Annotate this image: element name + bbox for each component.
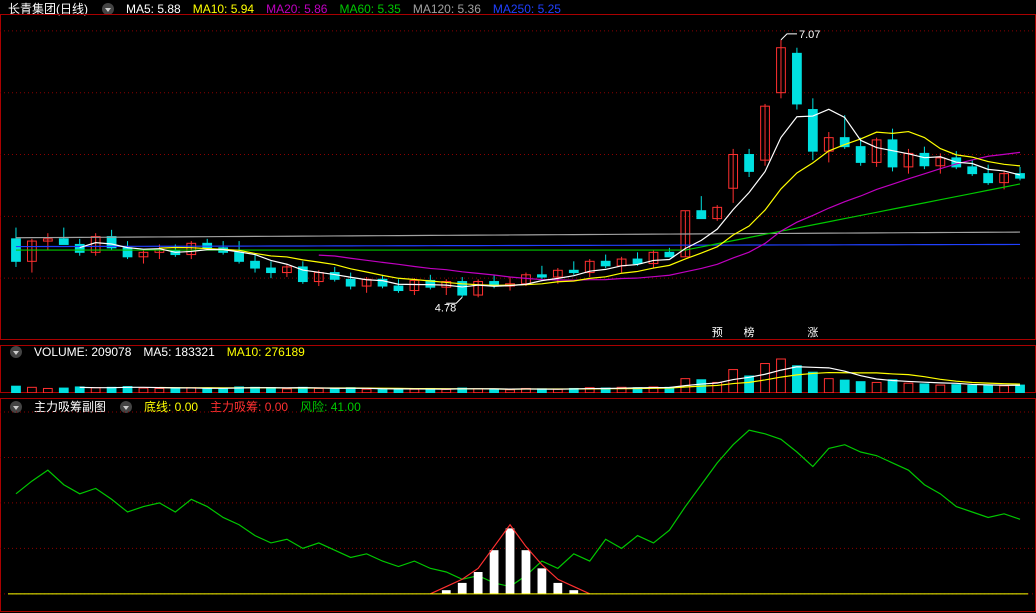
candle-body[interactable]: [235, 252, 244, 261]
candle-body[interactable]: [59, 239, 68, 245]
high-label: 7.07: [799, 29, 820, 41]
ma5-line: [80, 109, 1020, 287]
volume-bar[interactable]: [59, 388, 68, 393]
candle-body[interactable]: [633, 259, 642, 263]
volume-bar[interactable]: [378, 390, 387, 393]
volume-bar[interactable]: [219, 388, 228, 393]
candle-body[interactable]: [346, 279, 355, 286]
volume-bar[interactable]: [490, 390, 499, 393]
volume-bar[interactable]: [952, 385, 961, 393]
volume-bar[interactable]: [968, 385, 977, 393]
volume-bar[interactable]: [824, 379, 833, 393]
volume-bar[interactable]: [713, 382, 722, 393]
volume-bar[interactable]: [506, 390, 515, 393]
candle-body[interactable]: [793, 53, 802, 104]
volume-bar[interactable]: [12, 386, 21, 393]
indicator-bar: [490, 550, 499, 594]
tag-1: 榜: [744, 325, 755, 339]
volume-bar[interactable]: [840, 380, 849, 393]
candle-body[interactable]: [251, 261, 260, 268]
price-chart[interactable]: 7.07 4.78 预 榜 涨: [0, 14, 1036, 340]
indicator-bar: [474, 572, 483, 594]
volume-bar[interactable]: [856, 382, 865, 393]
candle-body[interactable]: [968, 167, 977, 174]
volume-bar[interactable]: [904, 383, 913, 393]
indicator-bar: [553, 583, 562, 594]
volume-bar[interactable]: [1016, 385, 1025, 393]
low-label: 4.78: [435, 302, 456, 314]
ma20-line: [319, 152, 1020, 280]
volume-bar[interactable]: [394, 389, 403, 393]
volume-bar[interactable]: [936, 385, 945, 393]
volume-bar[interactable]: [330, 389, 339, 393]
risk-line: [16, 430, 1020, 586]
volume-bar[interactable]: [920, 384, 929, 393]
chevron-down-icon[interactable]: [102, 3, 114, 15]
candle-body[interactable]: [394, 286, 403, 290]
candle-body[interactable]: [888, 140, 897, 167]
indicator-bar: [569, 590, 578, 594]
indicator-bar: [522, 550, 531, 594]
candle-body[interactable]: [267, 268, 276, 272]
candle-body[interactable]: [601, 261, 610, 265]
ma250-line: [16, 244, 1020, 246]
volume-bar[interactable]: [745, 376, 754, 393]
volume-bar[interactable]: [793, 366, 802, 393]
candle-body[interactable]: [75, 244, 84, 252]
indicator-bar: [538, 568, 547, 593]
volume-bar[interactable]: [888, 380, 897, 393]
candle-body[interactable]: [538, 275, 547, 277]
volume-bar[interactable]: [777, 359, 786, 393]
candle-body[interactable]: [123, 248, 132, 257]
volume-chart[interactable]: [0, 345, 1036, 393]
volume-bar[interactable]: [267, 388, 276, 393]
candle-body[interactable]: [697, 211, 706, 219]
indicator-bar: [458, 583, 467, 594]
volume-bar[interactable]: [1000, 386, 1009, 393]
ma120-line: [16, 232, 1020, 238]
candle-body[interactable]: [984, 174, 993, 183]
candle-body[interactable]: [665, 252, 674, 256]
tag-2: 涨: [807, 326, 818, 339]
ma60-line: [16, 184, 1020, 250]
candle-body[interactable]: [745, 155, 754, 172]
candle-body[interactable]: [856, 147, 865, 163]
candle-body[interactable]: [920, 153, 929, 165]
indicator-bar: [442, 590, 451, 594]
indicator-chart[interactable]: [0, 398, 1036, 612]
volume-bar[interactable]: [171, 389, 180, 393]
volume-bar[interactable]: [761, 364, 770, 393]
volume-bar[interactable]: [984, 385, 993, 393]
tag-0: 预: [712, 326, 723, 339]
candle-body[interactable]: [569, 270, 578, 272]
volume-bar[interactable]: [808, 372, 817, 393]
volume-bar[interactable]: [729, 370, 738, 393]
vol-ma5: [80, 367, 1020, 389]
volume-bar[interactable]: [872, 382, 881, 393]
indicator-bar: [506, 528, 515, 593]
